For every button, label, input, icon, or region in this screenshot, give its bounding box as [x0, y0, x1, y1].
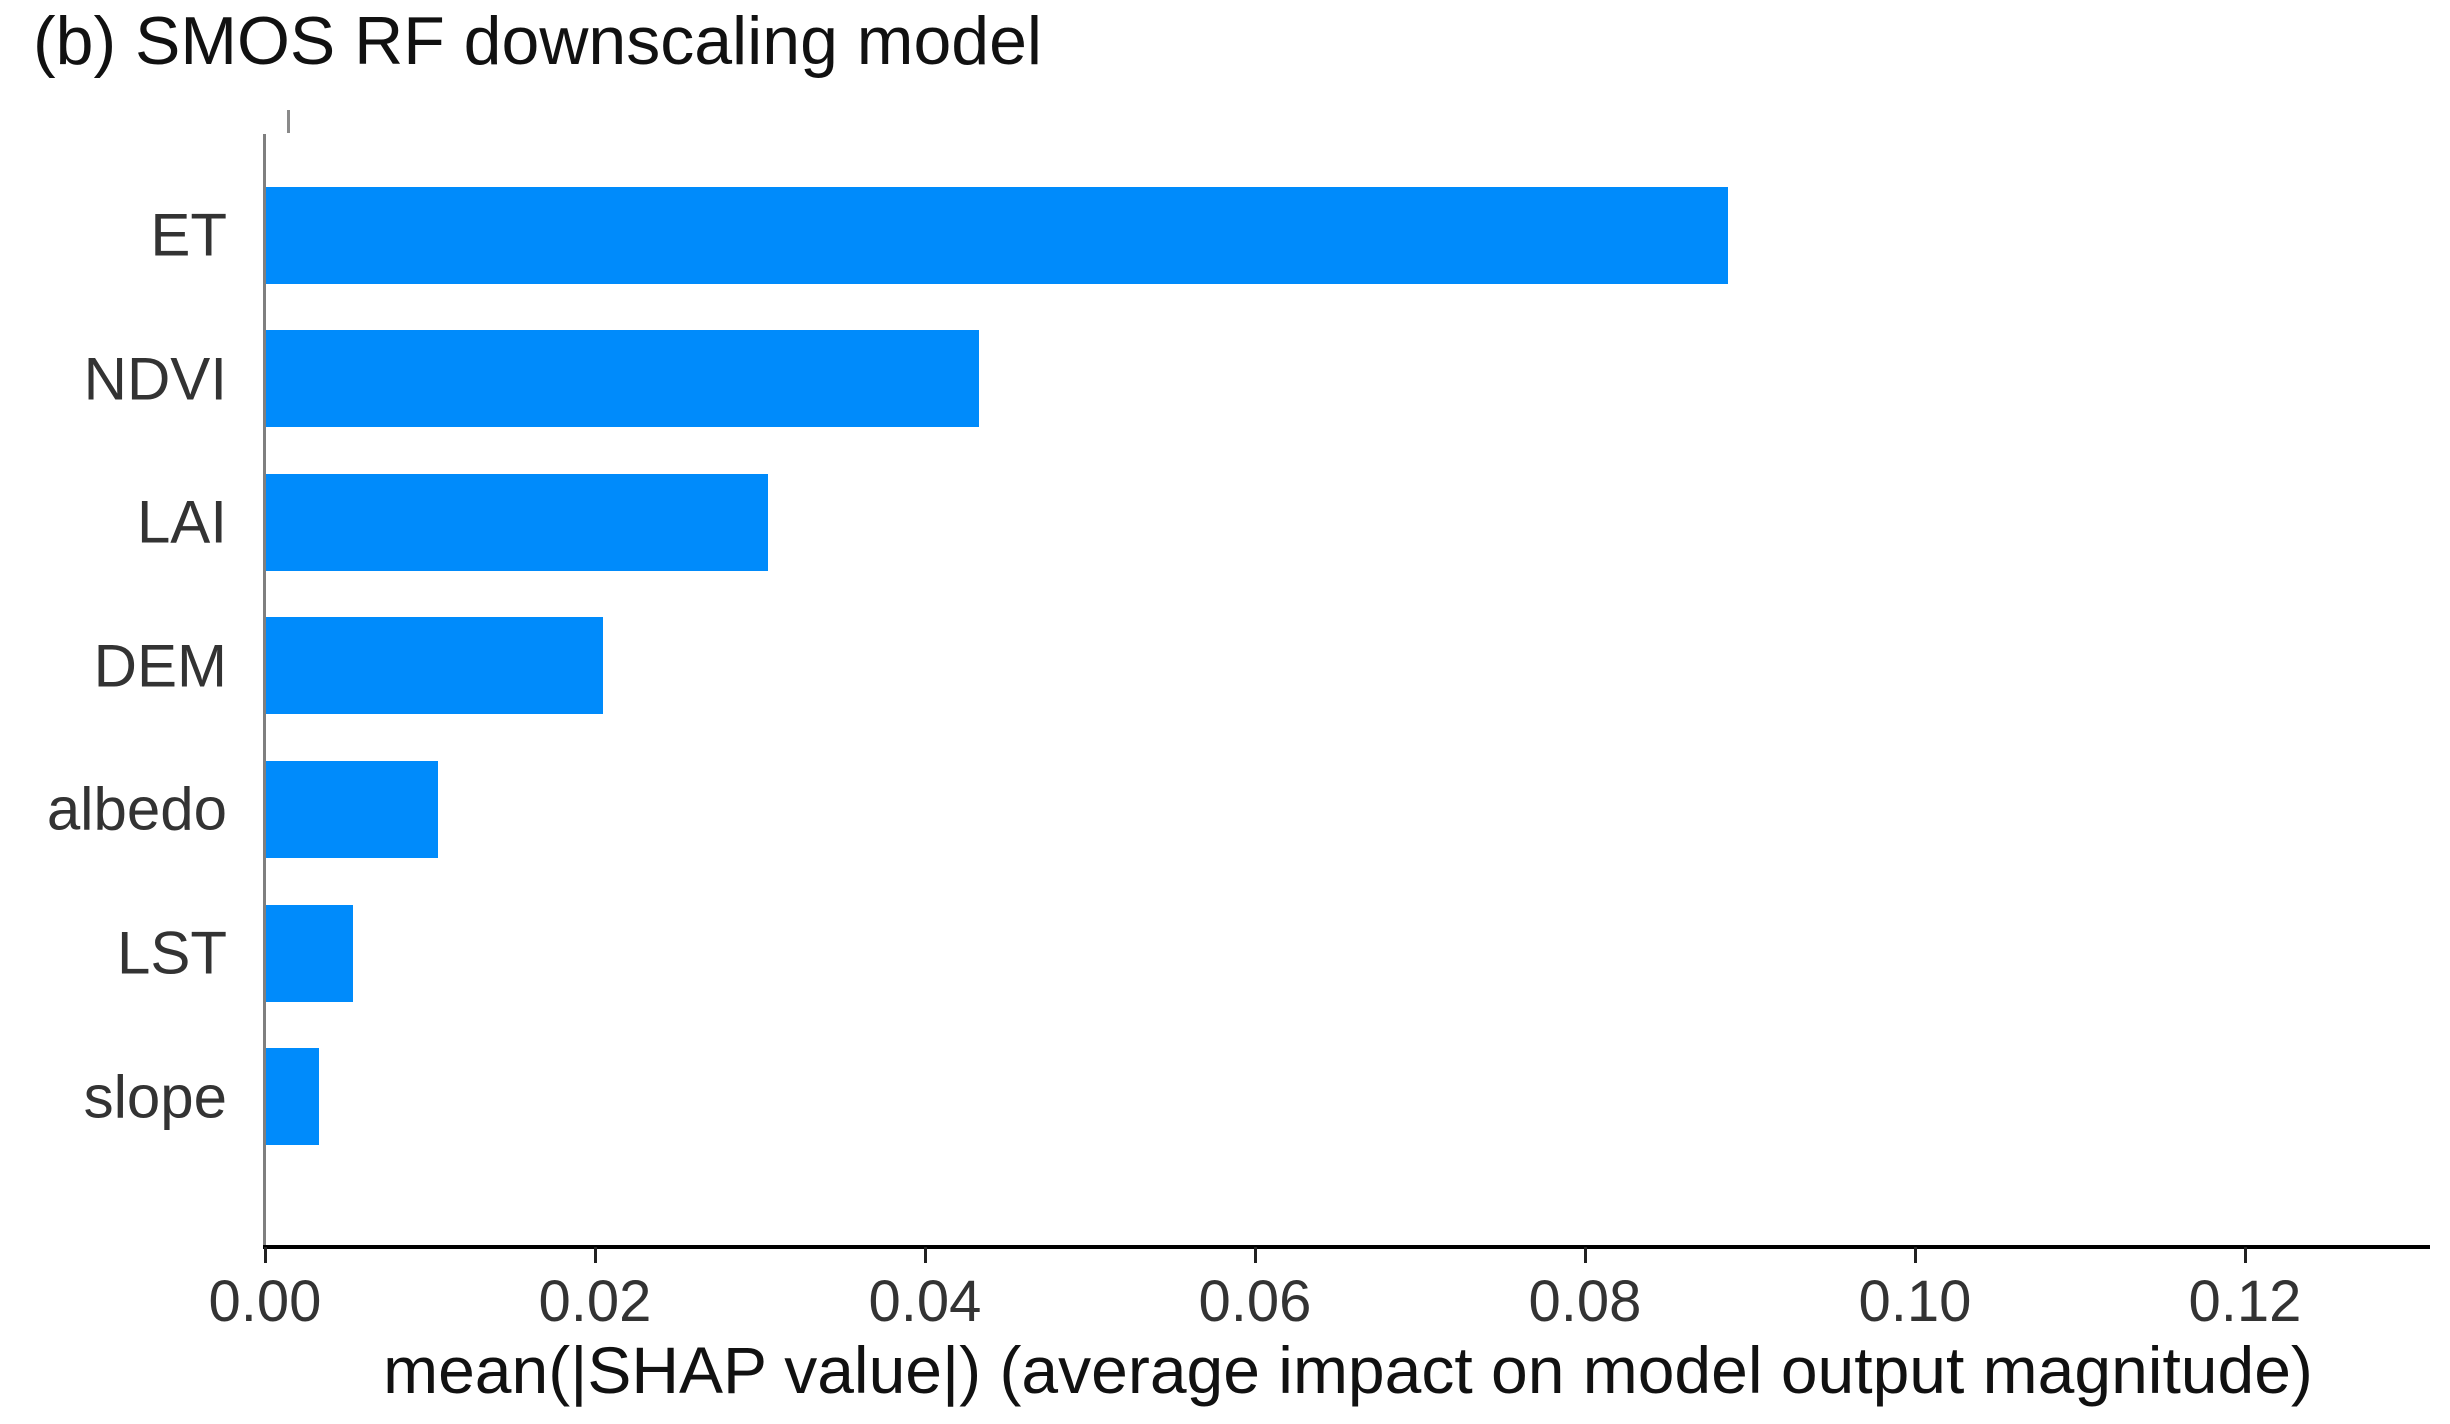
xtick-label-0.08: 0.08 [1528, 1269, 1642, 1334]
x-tick-0.06 [1254, 1247, 1257, 1263]
x-tick-0.10 [1914, 1247, 1917, 1263]
x-tick-0.00 [264, 1247, 267, 1263]
bar-DEM [266, 617, 603, 714]
xtick-label-0.04: 0.04 [868, 1269, 982, 1334]
x-axis-spine [263, 1245, 2430, 1249]
bar-slope [266, 1048, 319, 1145]
bar-NDVI [266, 330, 979, 427]
bar-ET [266, 187, 1728, 284]
x-tick-0.04 [924, 1247, 927, 1263]
xtick-label-0.10: 0.10 [1858, 1269, 1972, 1334]
xtick-label-0.02: 0.02 [538, 1269, 652, 1334]
ytick-label-DEM: DEM [93, 632, 227, 700]
bar-albedo [266, 761, 438, 858]
figure-title: (b) SMOS RF downscaling model [33, 3, 1043, 79]
ytick-label-LST: LST [116, 919, 227, 987]
x-tick-0.02 [594, 1247, 597, 1263]
ytick-label-slope: slope [83, 1063, 227, 1131]
top-tick-mark [287, 110, 290, 133]
bar-LST [266, 905, 353, 1002]
ytick-label-ET: ET [150, 201, 227, 269]
ytick-label-NDVI: NDVI [83, 345, 227, 413]
x-tick-0.12 [2244, 1247, 2247, 1263]
ytick-label-LAI: LAI [136, 488, 227, 556]
x-axis-label: mean(|SHAP value|) (average impact on mo… [383, 1333, 2313, 1407]
y-axis-spine [263, 134, 266, 1247]
xtick-label-0.06: 0.06 [1198, 1269, 1312, 1334]
xtick-label-0.12: 0.12 [2188, 1269, 2302, 1334]
x-tick-0.08 [1584, 1247, 1587, 1263]
bar-LAI [266, 474, 768, 571]
ytick-label-albedo: albedo [46, 775, 227, 843]
xtick-label-0.00: 0.00 [208, 1269, 322, 1334]
